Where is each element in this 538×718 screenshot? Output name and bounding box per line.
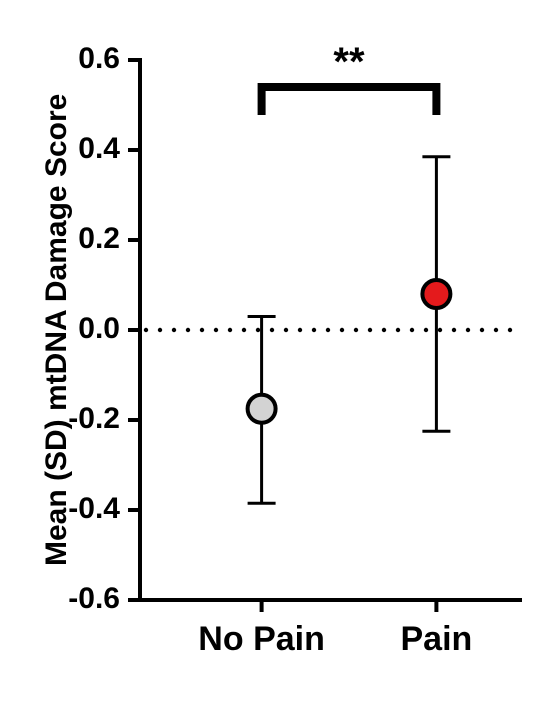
y-tick-label: 0.2 <box>78 222 120 255</box>
y-tick-label: -0.6 <box>68 582 120 615</box>
y-tick-label: 0.6 <box>78 42 120 75</box>
x-category-label: Pain <box>400 620 472 658</box>
x-category-label: No Pain <box>198 620 325 658</box>
y-tick-label: 0.4 <box>78 132 120 165</box>
chart-svg: -0.6 -0.4 -0.2 0.0 0.2 0.4 0.6 No Pain Pain ** <box>0 0 538 718</box>
chart-container: -0.6 -0.4 -0.2 0.0 0.2 0.4 0.6 No Pain Pain ** Me… <box>0 0 538 718</box>
data-point <box>422 280 450 308</box>
y-tick-label: -0.4 <box>68 492 120 525</box>
significance-label: ** <box>333 40 365 84</box>
y-axis-label: Mean (SD) mtDNA Damage Score <box>40 94 74 566</box>
data-point <box>248 395 276 423</box>
y-tick-label: -0.2 <box>68 402 120 435</box>
y-tick-label: 0.0 <box>78 312 120 345</box>
